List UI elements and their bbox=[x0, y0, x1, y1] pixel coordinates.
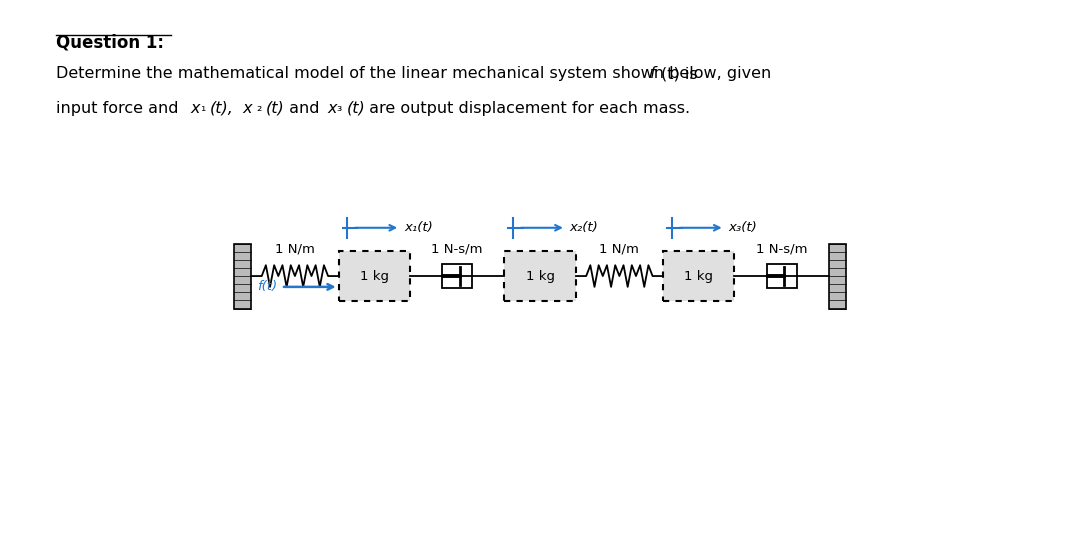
Bar bbox=[338, 252, 410, 301]
Text: 1 N/m: 1 N/m bbox=[599, 242, 639, 256]
Text: 1 N-s/m: 1 N-s/m bbox=[756, 242, 808, 256]
Text: and: and bbox=[284, 100, 325, 116]
Text: x: x bbox=[327, 100, 337, 116]
Text: f: f bbox=[650, 66, 656, 81]
Text: Question 1:: Question 1: bbox=[56, 33, 164, 52]
Text: ₂: ₂ bbox=[256, 100, 261, 114]
Text: 1 kg: 1 kg bbox=[526, 270, 554, 282]
Text: (t),: (t), bbox=[210, 100, 233, 116]
Text: are output displacement for each mass.: are output displacement for each mass. bbox=[364, 100, 690, 116]
Text: x: x bbox=[239, 100, 253, 116]
Text: 1 N-s/m: 1 N-s/m bbox=[431, 242, 483, 256]
Text: (t): (t) bbox=[266, 100, 285, 116]
Text: 1 kg: 1 kg bbox=[360, 270, 389, 282]
Text: x₁(t): x₁(t) bbox=[404, 222, 433, 234]
Text: x₃(t): x₃(t) bbox=[729, 222, 757, 234]
Bar bbox=[504, 252, 576, 301]
Bar bbox=[234, 243, 252, 309]
Text: 1 N/m: 1 N/m bbox=[275, 242, 315, 256]
Text: Determine the mathematical model of the linear mechanical system shown below, gi: Determine the mathematical model of the … bbox=[56, 66, 777, 81]
Bar bbox=[767, 264, 797, 288]
Text: x: x bbox=[191, 100, 200, 116]
Bar bbox=[663, 252, 734, 301]
Bar bbox=[442, 264, 472, 288]
Text: f(t): f(t) bbox=[257, 280, 278, 294]
Text: ₃: ₃ bbox=[337, 100, 342, 114]
Text: x₂(t): x₂(t) bbox=[570, 222, 598, 234]
Text: (t) is: (t) is bbox=[661, 66, 698, 81]
Text: ₁: ₁ bbox=[200, 100, 205, 114]
Text: 1 kg: 1 kg bbox=[685, 270, 713, 282]
Text: input force and: input force and bbox=[56, 100, 184, 116]
Text: (t): (t) bbox=[347, 100, 365, 116]
Bar bbox=[828, 243, 846, 309]
